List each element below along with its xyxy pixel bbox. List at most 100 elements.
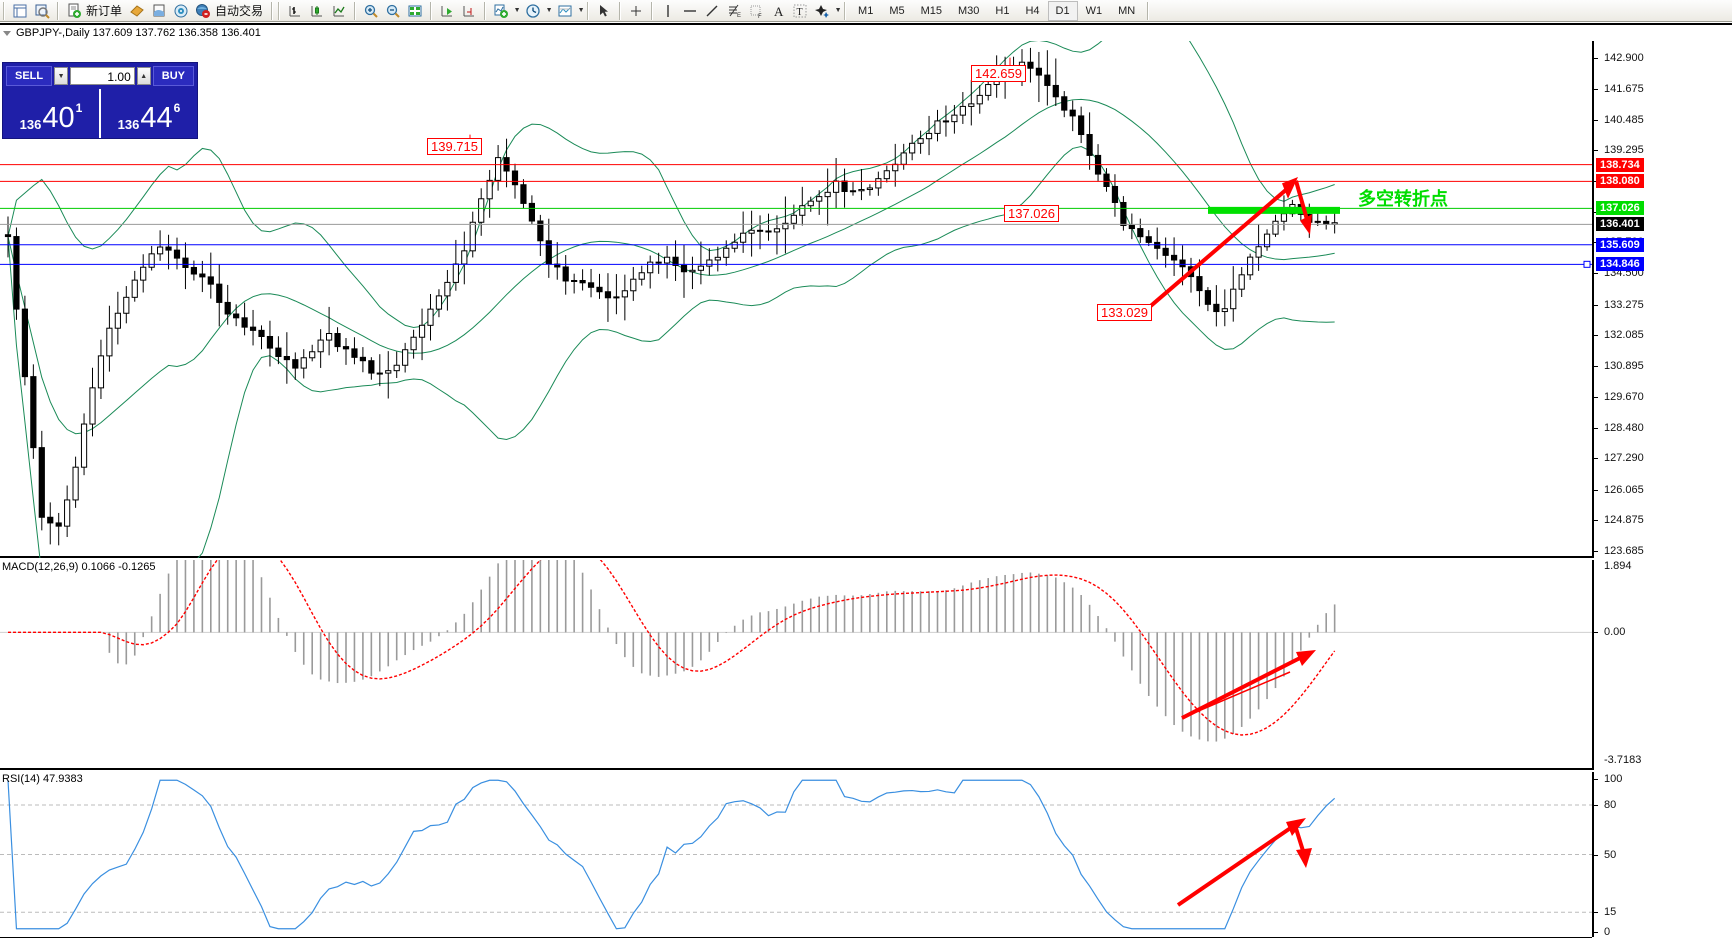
candle (1323, 215, 1330, 230)
new-order-icon[interactable] (63, 1, 85, 21)
channel-icon[interactable]: F (745, 1, 767, 21)
timeframe-m30[interactable]: M30 (958, 4, 980, 17)
chart-grid-icon[interactable] (404, 1, 426, 21)
candle (258, 325, 265, 350)
cursor-icon[interactable] (593, 1, 615, 21)
timeframe-h1[interactable]: H1 (995, 4, 1010, 17)
timeframe-m15[interactable]: M15 (920, 4, 942, 17)
bar-chart-icon[interactable] (284, 1, 306, 21)
rsi-plot[interactable] (0, 772, 1592, 937)
toolbar-grip[interactable] (587, 1, 591, 20)
candle (858, 169, 865, 201)
annotation-price-137026[interactable]: 137.026 (1004, 205, 1059, 222)
rsi-up-arrow-line[interactable] (1176, 825, 1294, 907)
timeframe-mn[interactable]: MN (1118, 4, 1136, 17)
terminal-icon[interactable] (9, 1, 31, 21)
macd-plot[interactable] (0, 560, 1592, 770)
chevron-down-icon[interactable]: ▼ (545, 7, 553, 14)
toolbar-grip[interactable] (844, 1, 848, 20)
chart-shift-icon[interactable] (458, 1, 480, 21)
shapes-icon[interactable] (811, 1, 833, 21)
navigator-icon[interactable] (170, 1, 192, 21)
price-axis-badge-support-line[interactable]: 137.026 (1596, 201, 1644, 216)
new-order-label[interactable]: 新订单 (86, 4, 123, 18)
timeframe-h4[interactable]: H4 (1025, 4, 1040, 17)
toolbar-grip[interactable] (278, 1, 282, 20)
timeframe-m5[interactable]: M5 (889, 4, 905, 17)
crosshair-icon[interactable] (625, 1, 647, 21)
chevron-down-icon[interactable]: ▼ (513, 7, 521, 14)
macd-axis[interactable]: 1.894 0.00 -3.7183 (1592, 560, 1732, 770)
price-axis-badge-support-line[interactable]: 135.609 (1596, 237, 1644, 252)
downtrend-arrow-line[interactable] (1294, 180, 1310, 224)
annotation-turning-point-note[interactable]: 多空转折点 (1358, 189, 1448, 209)
macd-indicator-label: MACD(12,26,9) 0.1066 -0.1265 (2, 561, 156, 573)
timeframe-w1[interactable]: W1 (1085, 4, 1103, 17)
toolbar-separator (271, 1, 274, 20)
buy-price-quote[interactable]: 136 44 6 (99, 89, 197, 138)
buy-button[interactable]: BUY (152, 66, 194, 86)
candle (249, 309, 257, 346)
volume-decrease-button[interactable]: ▼ (54, 67, 69, 85)
price-axis-badge-resistance-line[interactable]: 138.734 (1596, 157, 1644, 172)
candle (596, 273, 603, 299)
period-icon[interactable] (522, 1, 544, 21)
candle (326, 306, 333, 356)
trendline-icon[interactable] (701, 1, 723, 21)
annotation-price-142659[interactable]: 142.659 (971, 65, 1026, 82)
market-watch-icon[interactable] (31, 1, 53, 21)
auto-trading-icon[interactable] (192, 1, 214, 21)
toolbar-grip[interactable] (3, 1, 6, 20)
annotation-price-133029[interactable]: 133.029 (1097, 304, 1152, 321)
chevron-down-icon[interactable]: ▼ (834, 7, 842, 14)
date-axis[interactable]: 6 Mar 202025 Mar 20203 Apr 202014 Apr 20… (0, 937, 1592, 944)
candle (520, 179, 527, 209)
sell-button[interactable]: SELL (6, 66, 53, 86)
uptrend-arrow-line[interactable] (1148, 183, 1294, 309)
candle (892, 143, 899, 187)
sell-price-quote[interactable]: 136 40 1 (3, 89, 99, 138)
price-axis[interactable]: 142.900141.675140.485139.295138.080136.8… (1592, 41, 1732, 558)
auto-trading-label[interactable]: 自动交易 (215, 4, 264, 18)
macd-trend-arrow-line[interactable] (1181, 656, 1301, 720)
candlestick-chart-icon[interactable] (306, 1, 328, 21)
volume-input[interactable]: 1.00 (70, 67, 135, 85)
annotation-price-139715[interactable]: 139.715 (427, 138, 482, 155)
line-drag-handle[interactable] (1583, 260, 1591, 268)
data-window-icon[interactable] (148, 1, 170, 21)
price-chart-plot[interactable] (0, 41, 1592, 558)
rsi-axis[interactable]: 100 80 50 15 0 (1592, 772, 1732, 938)
candle (537, 214, 544, 256)
zoom-in-icon[interactable] (360, 1, 382, 21)
svg-text:E: E (737, 13, 741, 19)
chevron-down-icon[interactable]: ▼ (577, 7, 585, 14)
candle (233, 304, 240, 327)
candle (664, 245, 671, 279)
price-axis-badge-support-line[interactable]: 134.846 (1596, 257, 1644, 272)
timeframe-m1[interactable]: M1 (858, 4, 874, 17)
price-axis-badge-last-price[interactable]: 136.401 (1596, 217, 1644, 232)
line-chart-icon[interactable] (328, 1, 350, 21)
candle (925, 115, 933, 156)
vertical-line-icon[interactable] (657, 1, 679, 21)
horizontal-line-icon[interactable] (679, 1, 701, 21)
zoom-out-icon[interactable] (382, 1, 404, 21)
rsi-down-arrow-line[interactable] (1292, 821, 1306, 855)
expert-advisor-icon[interactable] (126, 1, 148, 21)
auto-scroll-icon[interactable] (436, 1, 458, 21)
indicators-icon[interactable] (490, 1, 512, 21)
candle (655, 252, 662, 274)
collapse-icon[interactable] (3, 30, 11, 36)
macd-trend-arrow-head (1296, 650, 1316, 666)
text-icon[interactable]: A (767, 1, 789, 21)
buy-price-prefix: 136 (117, 117, 140, 132)
macd-trend-guide (1181, 671, 1291, 719)
templates-icon[interactable] (554, 1, 576, 21)
candle (334, 327, 341, 352)
fibonacci-icon[interactable]: E (723, 1, 745, 21)
price-axis-badge-resistance-line[interactable]: 138.080 (1596, 174, 1644, 189)
volume-increase-button[interactable]: ▲ (136, 67, 151, 85)
candle (756, 215, 764, 250)
timeframe-d1[interactable]: D1 (1047, 0, 1078, 21)
text-label-icon[interactable]: T (789, 1, 811, 21)
